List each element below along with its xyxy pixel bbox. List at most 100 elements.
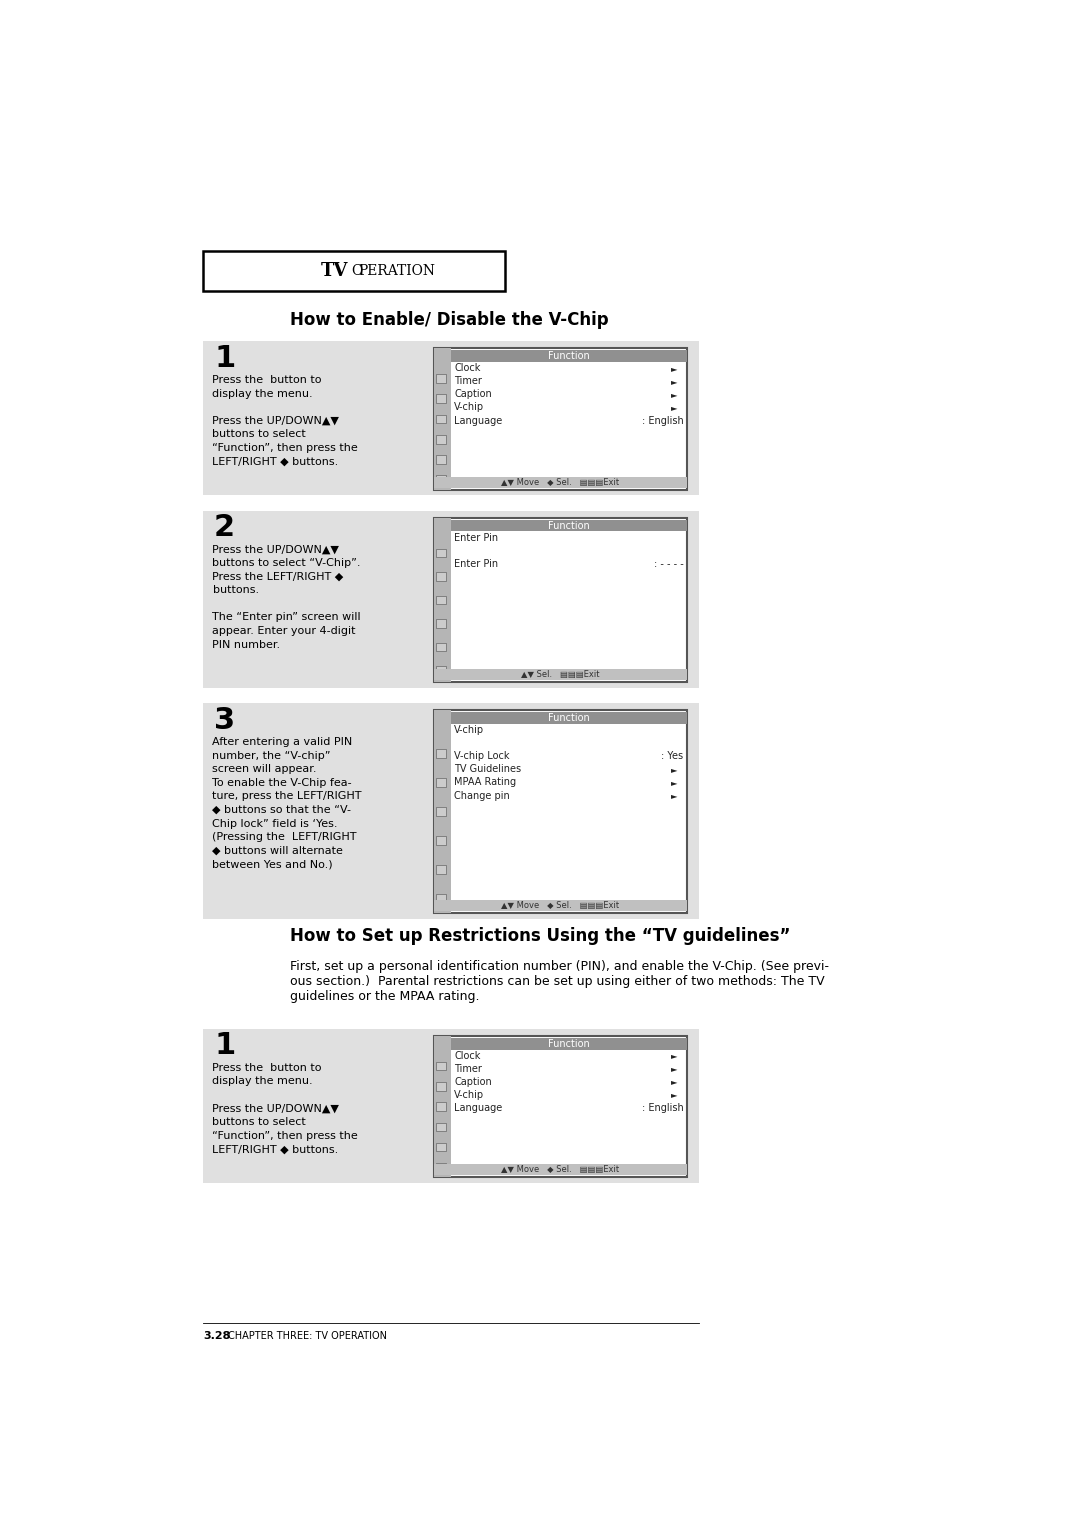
Text: Language: Language <box>455 416 502 425</box>
Text: MPAA Rating: MPAA Rating <box>455 778 516 787</box>
Bar <box>436 666 446 675</box>
Text: Caption: Caption <box>455 390 491 399</box>
Text: V-chip: V-chip <box>455 726 484 735</box>
Text: Caption: Caption <box>455 1077 491 1086</box>
Text: Function: Function <box>548 1039 590 1048</box>
Bar <box>203 510 699 688</box>
Text: PERATION: PERATION <box>359 264 435 278</box>
Bar <box>436 414 446 423</box>
Text: V-chip Lock: V-chip Lock <box>455 752 510 761</box>
Text: CHAPTER THREE: TV OPERATION: CHAPTER THREE: TV OPERATION <box>228 1331 387 1342</box>
Bar <box>451 712 687 724</box>
Text: 3: 3 <box>214 706 235 735</box>
Bar <box>434 711 451 914</box>
Bar <box>436 894 446 903</box>
Text: How to Set up Restrictions Using the “TV guidelines”: How to Set up Restrictions Using the “TV… <box>291 927 791 946</box>
Bar <box>436 619 446 628</box>
Text: : English: : English <box>642 1103 684 1112</box>
Text: Timer: Timer <box>455 376 482 387</box>
Text: ►: ► <box>671 1077 677 1086</box>
Bar <box>436 394 446 403</box>
Text: ►: ► <box>671 1051 677 1060</box>
Bar <box>451 1038 687 1050</box>
Bar <box>436 807 446 816</box>
Text: Clock: Clock <box>455 364 481 373</box>
Text: Function: Function <box>548 521 590 530</box>
Bar <box>436 455 446 465</box>
Text: O: O <box>351 264 363 278</box>
Text: First, set up a personal identification number (PIN), and enable the V-Chip. (Se: First, set up a personal identification … <box>291 960 829 972</box>
Text: ►: ► <box>671 364 677 373</box>
Bar <box>436 571 446 581</box>
Bar <box>436 1143 446 1152</box>
Text: TV Guidelines: TV Guidelines <box>455 764 522 775</box>
Text: : Yes: : Yes <box>661 752 684 761</box>
Text: ►: ► <box>671 377 677 385</box>
Bar <box>434 518 451 683</box>
Text: Clock: Clock <box>455 1051 481 1060</box>
Text: ▲▼ Move   ◆ Sel.   ▤▤▤Exit: ▲▼ Move ◆ Sel. ▤▤▤Exit <box>501 478 620 486</box>
Bar <box>436 749 446 758</box>
Bar <box>434 348 687 490</box>
Text: Language: Language <box>455 1103 502 1112</box>
Text: Timer: Timer <box>455 1063 482 1074</box>
Text: 3.28: 3.28 <box>203 1331 230 1342</box>
Text: ▲▼ Sel.   ▤▤▤Exit: ▲▼ Sel. ▤▤▤Exit <box>521 671 599 678</box>
Text: 1: 1 <box>214 1031 235 1060</box>
Text: ous section.)  Parental restrictions can be set up using either of two methods: : ous section.) Parental restrictions can … <box>291 975 825 989</box>
Bar <box>434 348 451 490</box>
Text: : English: : English <box>642 416 684 425</box>
Bar <box>434 477 687 487</box>
Text: 1: 1 <box>214 344 235 373</box>
Text: guidelines or the MPAA rating.: guidelines or the MPAA rating. <box>291 990 480 1004</box>
Bar <box>434 1164 687 1175</box>
Bar <box>203 251 505 292</box>
Bar <box>436 1102 446 1111</box>
Text: Function: Function <box>548 714 590 723</box>
Text: TV: TV <box>321 263 348 280</box>
Bar <box>436 1123 446 1131</box>
Bar <box>203 703 699 918</box>
Bar <box>434 1036 451 1178</box>
Text: How to Enable/ Disable the V-Chip: How to Enable/ Disable the V-Chip <box>291 312 609 330</box>
Bar <box>451 350 687 362</box>
Bar <box>436 475 446 484</box>
Bar <box>436 374 446 384</box>
Text: 2: 2 <box>214 513 235 542</box>
Bar <box>434 669 687 680</box>
Bar <box>203 341 699 495</box>
Text: Enter Pin: Enter Pin <box>455 559 498 568</box>
Text: : - - - -: : - - - - <box>653 559 684 568</box>
Bar <box>436 865 446 874</box>
Bar <box>434 1036 687 1178</box>
Text: Press the  button to
display the menu.

Press the UP/DOWN▲▼
buttons to select
“F: Press the button to display the menu. Pr… <box>213 374 359 466</box>
Text: ▲▼ Move   ◆ Sel.   ▤▤▤Exit: ▲▼ Move ◆ Sel. ▤▤▤Exit <box>501 902 620 911</box>
Bar <box>436 1082 446 1091</box>
Text: V-chip: V-chip <box>455 1089 484 1100</box>
Bar <box>436 643 446 651</box>
Bar <box>436 836 446 845</box>
Text: ▲▼ Move   ◆ Sel.   ▤▤▤Exit: ▲▼ Move ◆ Sel. ▤▤▤Exit <box>501 1166 620 1174</box>
Bar <box>434 900 687 911</box>
Bar <box>434 711 687 914</box>
Text: Press the  button to
display the menu.

Press the UP/DOWN▲▼
buttons to select
“F: Press the button to display the menu. Pr… <box>213 1062 359 1154</box>
Text: ►: ► <box>671 766 677 773</box>
Text: ►: ► <box>671 1065 677 1073</box>
Bar <box>436 549 446 558</box>
Text: ►: ► <box>671 403 677 413</box>
Text: ►: ► <box>671 390 677 399</box>
Bar <box>203 1028 699 1183</box>
Text: Change pin: Change pin <box>455 790 510 801</box>
Text: After entering a valid PIN
number, the “V-chip”
screen will appear.
To enable th: After entering a valid PIN number, the “… <box>213 736 362 869</box>
Text: Function: Function <box>548 351 590 361</box>
Text: V-chip: V-chip <box>455 402 484 413</box>
Bar <box>451 520 687 532</box>
Bar <box>436 778 446 787</box>
Bar <box>436 435 446 443</box>
Bar <box>436 1163 446 1172</box>
Text: ►: ► <box>671 778 677 787</box>
Text: Enter Pin: Enter Pin <box>455 533 498 542</box>
Text: Press the UP/DOWN▲▼
buttons to select “V-Chip”.
Press the LEFT/RIGHT ◆
buttons.
: Press the UP/DOWN▲▼ buttons to select “V… <box>213 544 361 649</box>
Bar <box>436 596 446 604</box>
Bar <box>436 1062 446 1071</box>
